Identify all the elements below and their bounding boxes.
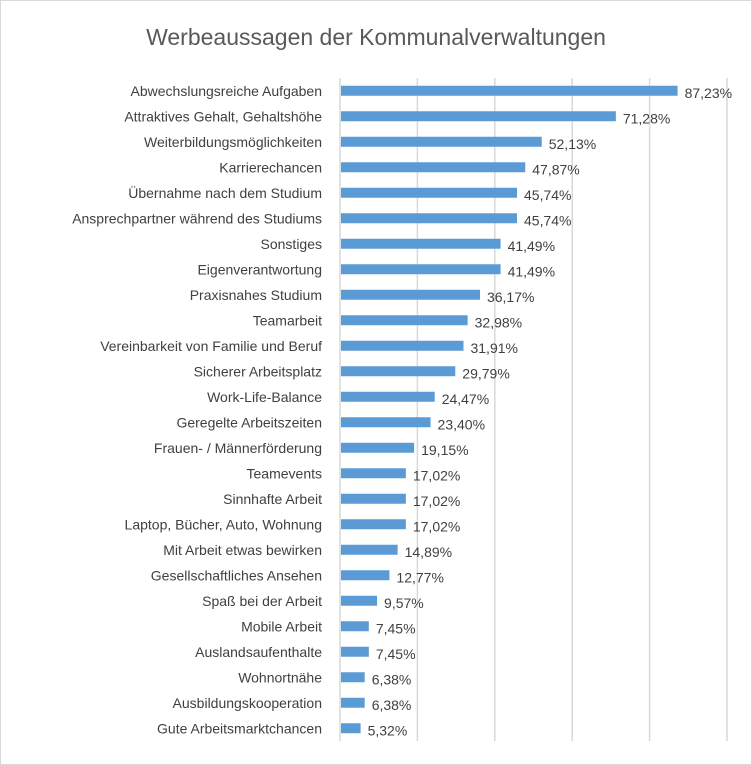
bar: [341, 697, 365, 708]
category-label: Mit Arbeit etwas bewirken: [163, 542, 322, 558]
category-label: Sonstiges: [261, 236, 322, 252]
bar: [341, 136, 542, 147]
category-label: Spaß bei der Arbeit: [202, 593, 322, 609]
bar: [341, 646, 369, 657]
data-label: 9,57%: [384, 595, 424, 611]
bar: [341, 315, 468, 326]
category-label: Sinnhafte Arbeit: [223, 491, 322, 507]
category-label: Laptop, Bücher, Auto, Wohnung: [125, 516, 322, 532]
data-label: 32,98%: [475, 314, 522, 330]
bar: [341, 213, 518, 224]
data-label: 41,49%: [508, 238, 555, 254]
category-label: Vereinbarkeit von Familie und Beruf: [100, 338, 322, 354]
bar: [341, 238, 501, 249]
category-label: Eigenverantwortung: [197, 261, 322, 277]
data-label: 17,02%: [413, 518, 460, 534]
data-label: 52,13%: [549, 136, 596, 152]
bar: [341, 391, 435, 402]
bar: [341, 85, 678, 96]
data-label: 36,17%: [487, 289, 534, 305]
category-label: Abwechslungsreiche Aufgaben: [131, 83, 322, 99]
category-labels: Abwechslungsreiche Aufgaben Attraktives G…: [72, 83, 322, 737]
data-label: 31,91%: [470, 340, 517, 356]
category-label: Attraktives Gehalt, Gehaltshöhe: [124, 108, 322, 124]
category-label: Auslandsaufenthalte: [195, 644, 322, 660]
data-label: 12,77%: [396, 569, 443, 585]
category-label: Wohnortnähe: [238, 669, 322, 685]
category-label: Geregelte Arbeitszeiten: [176, 414, 322, 430]
bar: [341, 723, 361, 734]
data-label: 41,49%: [508, 263, 555, 279]
category-label: Weiterbildungsmöglichkeiten: [144, 134, 322, 150]
data-label: 45,74%: [524, 187, 571, 203]
data-label: 6,38%: [372, 671, 412, 687]
data-label: 7,45%: [376, 620, 416, 636]
category-label: Praxisnahes Studium: [190, 287, 322, 303]
category-label: Übernahme nach dem Studium: [128, 184, 322, 201]
category-label: Teamarbeit: [253, 312, 322, 328]
bar: [341, 595, 378, 606]
bar: [341, 289, 480, 300]
category-label: Mobile Arbeit: [241, 618, 322, 634]
category-label: Ausbildungskooperation: [173, 695, 322, 711]
bar: [341, 672, 365, 683]
category-label: Work-Life-Balance: [207, 389, 322, 405]
data-label: 71,28%: [623, 110, 670, 126]
category-label: Gesellschaftliches Ansehen: [151, 567, 322, 583]
bar: [341, 417, 431, 428]
bar: [341, 570, 390, 581]
category-label: Frauen- / Männerförderung: [154, 440, 322, 456]
bar: [341, 468, 406, 479]
data-label: 17,02%: [413, 467, 460, 483]
data-label: 47,87%: [532, 161, 579, 177]
bar: [341, 264, 501, 275]
bar: [341, 162, 526, 173]
category-label: Karrierechancen: [219, 159, 322, 175]
data-label: 23,40%: [438, 416, 485, 432]
data-label: 19,15%: [421, 442, 468, 458]
bar: [341, 340, 464, 351]
category-label: Sicherer Arbeitsplatz: [194, 363, 322, 379]
data-label: 5,32%: [368, 722, 408, 738]
bar: [341, 442, 415, 453]
bar: [341, 187, 518, 198]
chart-title: Werbeaussagen der Kommunalverwaltungen: [146, 24, 606, 50]
category-label: Gute Arbeitsmarktchancen: [157, 720, 322, 736]
data-label: 24,47%: [442, 391, 489, 407]
data-label: 14,89%: [405, 544, 452, 560]
bar: [341, 519, 406, 530]
bar: [341, 111, 616, 122]
bar: [341, 366, 456, 377]
category-label: Ansprechpartner während des Studiums: [72, 210, 322, 226]
bar: [341, 493, 406, 504]
data-label: 7,45%: [376, 646, 416, 662]
data-label: 6,38%: [372, 697, 412, 713]
bar: [341, 621, 369, 632]
data-label: 29,79%: [462, 365, 509, 381]
bar: [341, 544, 398, 555]
data-label: 87,23%: [685, 85, 732, 101]
bars: [341, 85, 678, 734]
data-label: 45,74%: [524, 212, 571, 228]
category-label: Teamevents: [247, 465, 322, 481]
data-labels: 87,23% 71,28% 52,13% 47,87% 45,74% 45,74% 41,4…: [368, 85, 732, 739]
data-label: 17,02%: [413, 493, 460, 509]
